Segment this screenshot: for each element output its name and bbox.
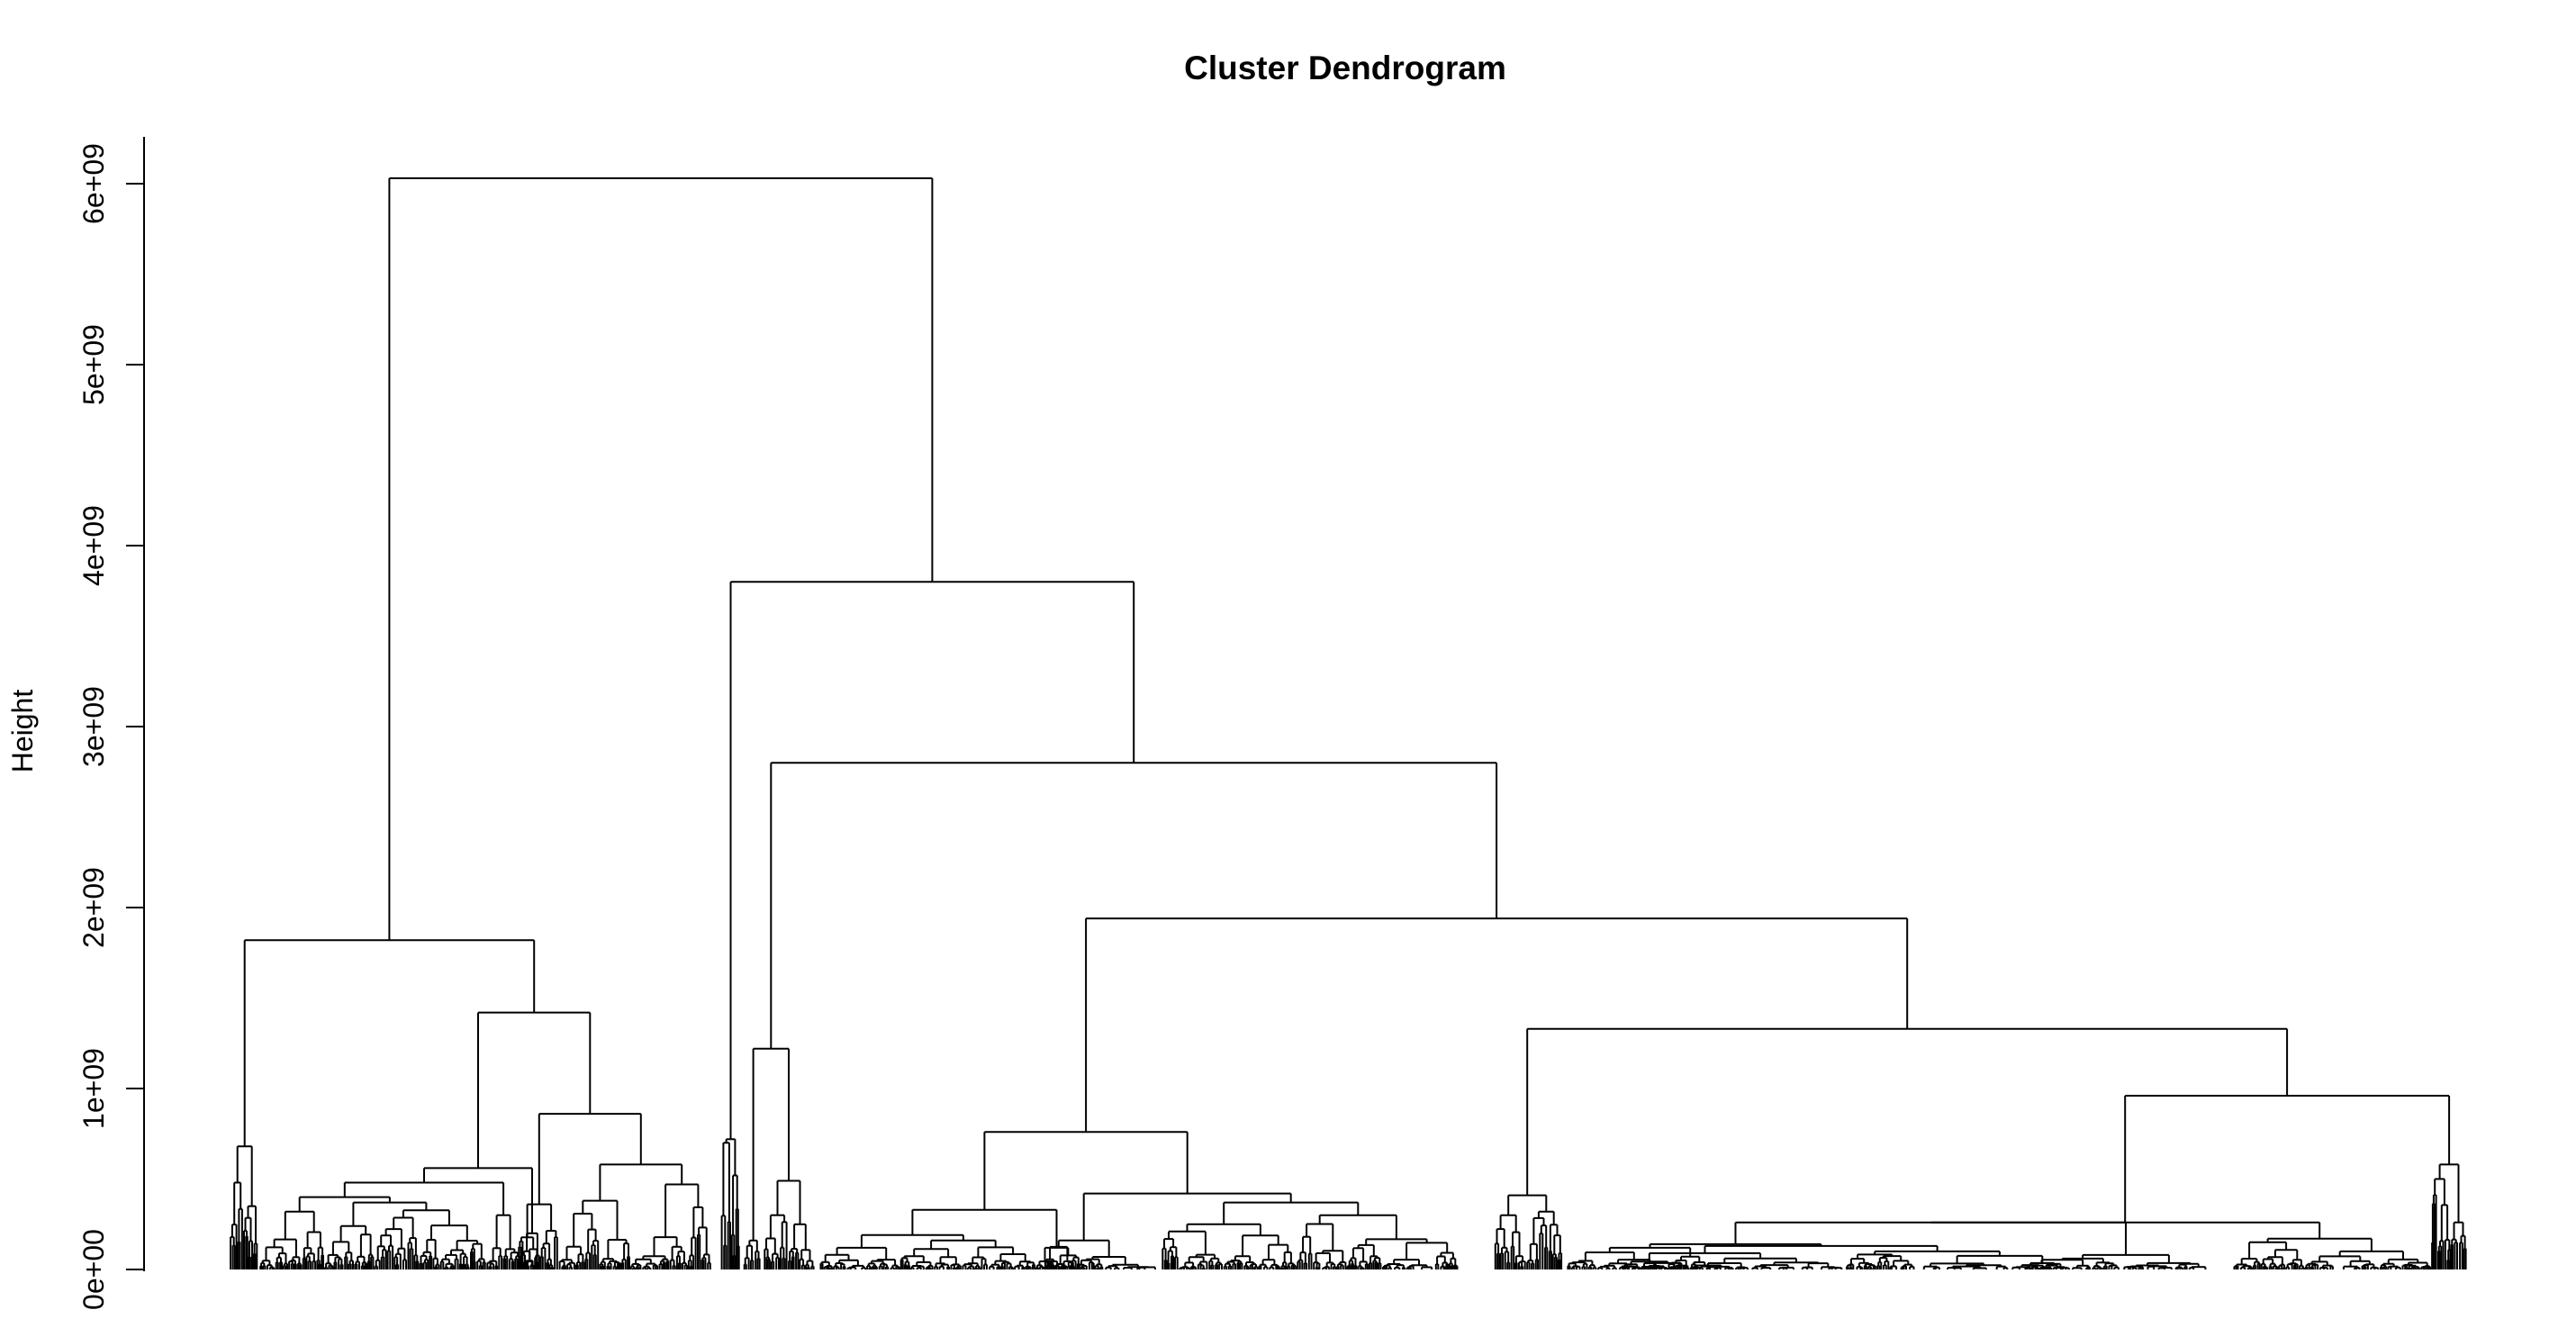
- y-tick-label: 2e+09: [77, 867, 110, 948]
- y-tick-label: 1e+09: [77, 1048, 110, 1129]
- y-tick-label: 3e+09: [77, 686, 110, 767]
- y-tick-label: 4e+09: [77, 505, 110, 586]
- y-axis: 0e+00 1e+09 2e+09 3e+09 4e+09 5e+09 6e+09: [77, 137, 145, 1310]
- y-tick-label: 6e+09: [77, 143, 110, 224]
- chart-title: Cluster Dendrogram: [1184, 50, 1506, 86]
- dendrogram-tree: [230, 177, 2467, 1269]
- y-tick-label: 0e+00: [77, 1229, 110, 1310]
- y-axis-label: Height: [6, 690, 39, 773]
- y-tick-label: 5e+09: [77, 324, 110, 405]
